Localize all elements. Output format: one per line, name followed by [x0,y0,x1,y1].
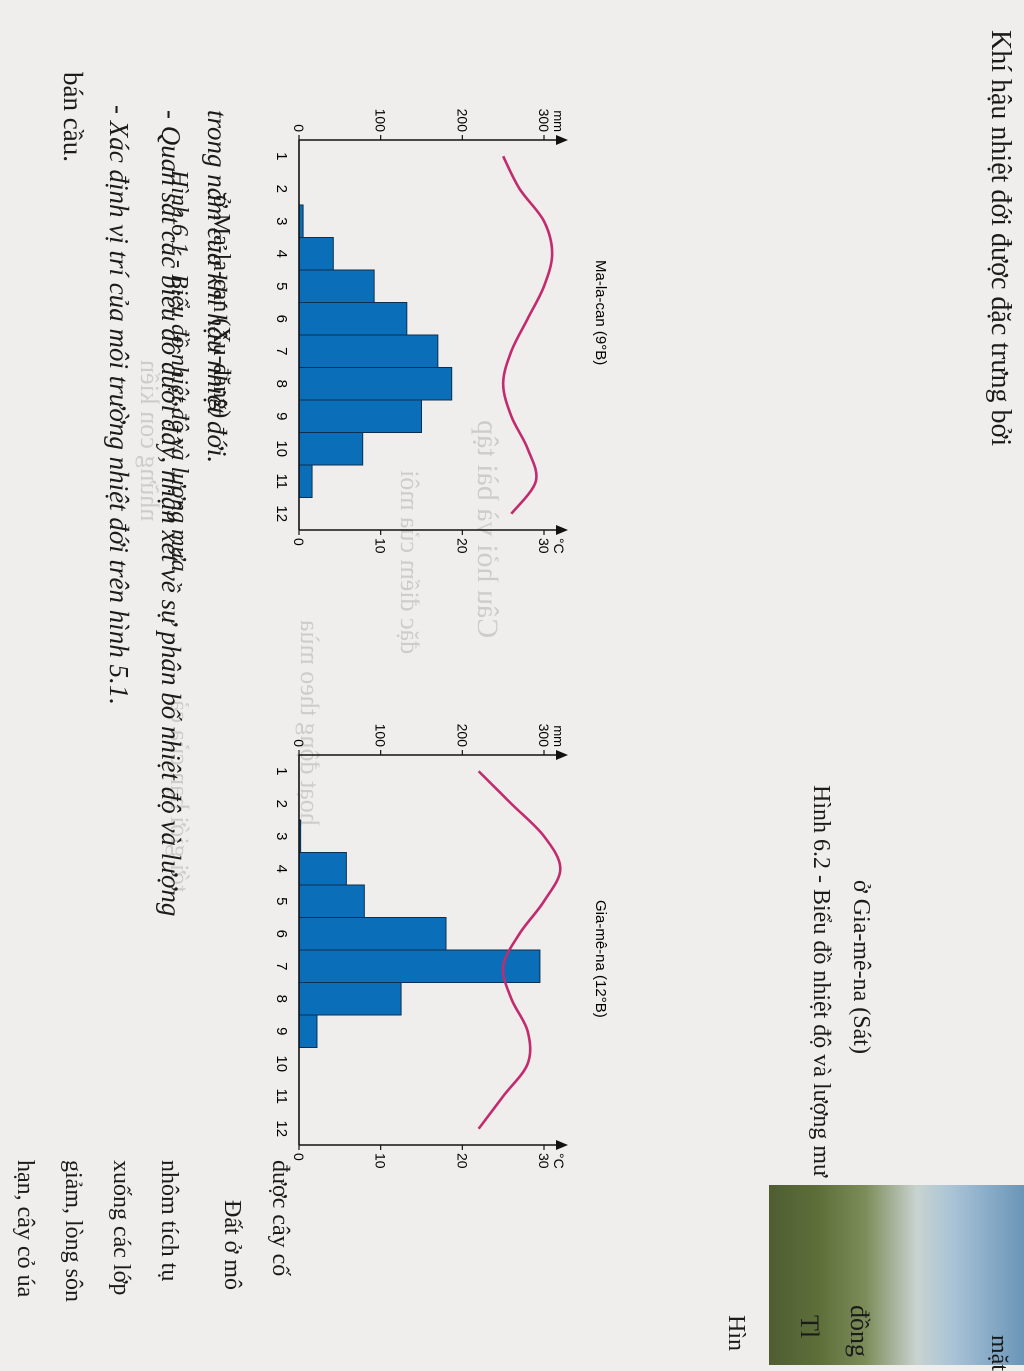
fig2-rain-arrow [556,750,568,760]
fig2-temp-tick-label: 0 [291,1153,307,1161]
fig1-rain-bar [298,237,334,271]
fig1-rain-bar [298,399,422,433]
fig2-month-label: 2 [273,800,290,808]
fig1-rain-tick-label: 200 [454,109,470,133]
fig1-rain-unit: mm [551,110,566,132]
fig2-caption-line-1: Hình 6.2 - Biểu đồ nhiệt độ và lượng mư [808,785,834,1178]
fig2-month-label: 4 [273,865,290,873]
fig2-rain-tick-label: 0 [291,739,307,747]
fig1-month-label: 6 [273,315,290,323]
fig1-rain-bar [298,269,375,303]
fig2-rain-bar [298,852,347,886]
fig1-month-label: 3 [273,217,290,225]
fig1-month-label: 7 [273,347,290,355]
right-line-1: hạn, cây cỏ úa [12,1160,38,1298]
fig2-rain-bar [298,982,402,1016]
fig2-month-label: 3 [273,832,290,840]
fig1-temp-tick-label: 30 [536,538,552,554]
fig2-rain-unit: mm [551,725,566,747]
fig1-month-label: 10 [273,440,290,457]
fig1-temperature-line [501,155,554,515]
fig2-temp-tick-label: 10 [373,1153,389,1169]
right-line-2: giảm, lòng sôn [60,1160,86,1302]
fig1-rain-bar [298,432,364,466]
right-line-3: xuống các lớp [108,1160,134,1296]
text-line-1: bán cầu. [58,72,88,162]
fig1-rain-tick-label: 300 [536,109,552,133]
fig1-month-label: 8 [273,380,290,388]
fig2-rain-bar [298,1014,318,1048]
fig2-station-label: Gia-mê-na (12°B) [592,900,609,1018]
fig1-caption-line-2: ở Ma-la-can (Xu-đăng) [208,195,234,419]
fig2-caption-line-2: ở Gia-mê-na (Sát) [848,880,874,1054]
fig2-temp-unit: °C [551,1153,567,1169]
fig1-temp-tick-label: 10 [373,538,389,554]
fig2-temperature-line [477,770,562,1130]
fig1-temp-tick-label: 0 [291,538,307,546]
fig1-month-label: 11 [273,473,290,489]
fig2-rain-tick-label: 300 [536,724,552,748]
fig1-rain-bar [298,464,313,498]
fig2-month-label: 8 [273,995,290,1003]
fig1-rain-arrow [556,135,568,145]
fig2-month-label: 12 [273,1120,290,1137]
right-line-4: nhôm tích tụ [156,1160,182,1282]
fig1-temp-tick-label: 20 [454,538,470,554]
fig2-rain-tick-label: 200 [454,724,470,748]
fig2-temp-tick-label: 30 [536,1153,552,1169]
fig2-month-label: 10 [273,1055,290,1072]
fig1-station-label: Ma-la-can (9°B) [592,260,609,365]
fig2-month-label: 1 [273,767,290,775]
fig2-rain-bar [298,884,365,918]
fig1-rain-tick-label: 100 [373,109,389,133]
right-fragment-4: mặt [986,1335,1012,1371]
fig1-month-label: 2 [273,185,290,193]
right-line-5: Đất ở mô [219,1200,245,1291]
fig1-month-label: 9 [273,412,290,420]
text-line-2: - Xác định vị trí của môi trường nhiệt đ… [104,105,134,705]
right-fragment-3: đồng [845,1305,874,1357]
chart-ma-la-can: Ma-la-can (9°B) 0 100 200 300 mm0 10 20 30 °C123… [273,109,609,554]
fig1-month-label: 4 [273,250,290,258]
fig1-temp-unit: °C [551,538,567,554]
right-fragment-2: Tl [795,1315,824,1339]
fig1-month-label: 5 [273,282,290,290]
fig2-month-label: 7 [273,962,290,970]
fig1-caption-line-1: Hình 6.1 - Biểu đồ nhiệt độ và lượng mưa [166,170,192,572]
fig2-temp-arrow [556,1140,568,1150]
fig1-month-label: 1 [273,152,290,160]
fig2-month-label: 11 [273,1088,290,1104]
fig2-rain-bar [298,917,447,951]
right-fragment-1: Hìn [723,1315,749,1351]
fig2-temp-tick-label: 20 [454,1153,470,1169]
text-bottom-left: Khí hậu nhiệt đới được đặc trưng bởi [985,30,1016,447]
fig1-rain-bar [298,334,439,368]
fig2-rain-tick-label: 100 [373,724,389,748]
fig2-month-label: 5 [273,897,290,905]
fig1-rain-tick-label: 0 [291,124,307,132]
chart-gia-me-na: Gia-mê-na (12°B) 0 100 200 300 mm0 10 20 30 °C12… [273,724,609,1169]
fig1-temp-arrow [556,525,568,535]
fig2-month-label: 9 [273,1027,290,1035]
fig1-month-label: 12 [273,505,290,522]
fig1-rain-bar [298,302,408,336]
fig2-month-label: 6 [273,930,290,938]
fig1-rain-bar [298,367,453,401]
